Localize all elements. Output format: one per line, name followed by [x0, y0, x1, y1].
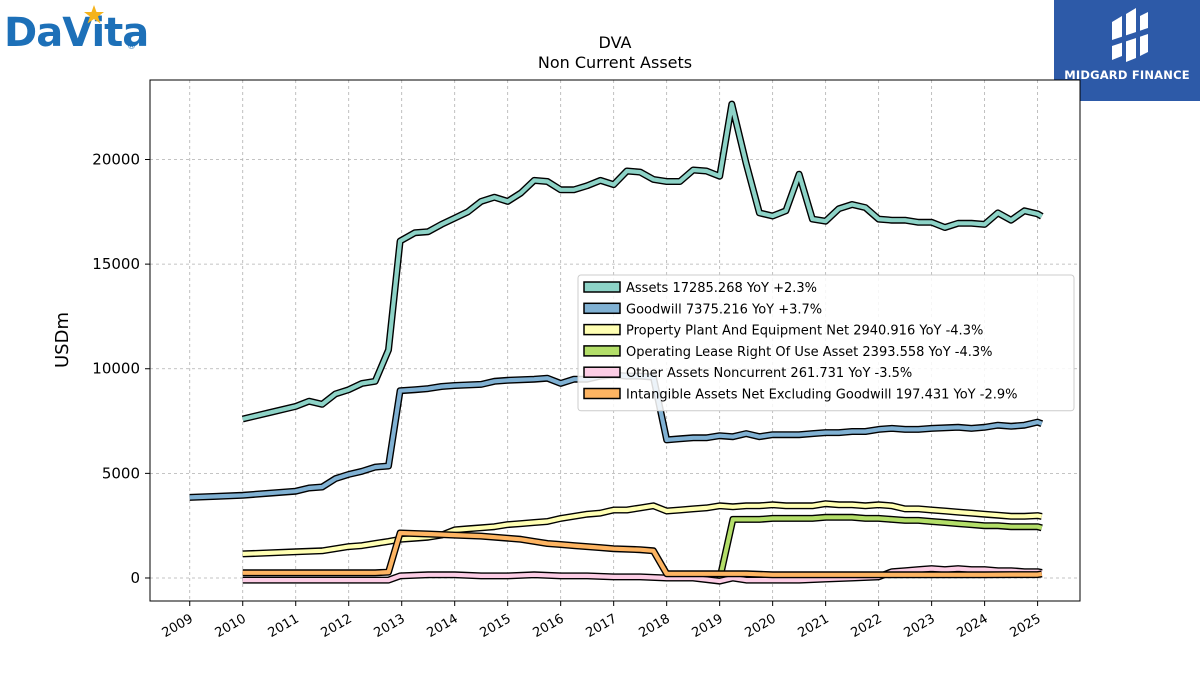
legend-label-2: Property Plant And Equipment Net 2940.91… — [626, 324, 983, 339]
y-tick-label: 20000 — [92, 151, 140, 169]
y-tick-label: 10000 — [92, 360, 140, 378]
x-tick-label: 2012 — [319, 611, 355, 641]
x-tick-label: 2009 — [160, 611, 196, 641]
series-line-2 — [242, 501, 1043, 556]
legend-swatch-5 — [583, 387, 621, 400]
x-tick-label: 2023 — [901, 611, 937, 641]
x-tick-label: 2024 — [954, 611, 990, 641]
y-tick-label: 15000 — [92, 255, 140, 273]
star-icon — [84, 5, 104, 24]
x-tick-label: 2019 — [689, 611, 725, 641]
legend-label-1: Goodwill 7375.216 YoY +3.7% — [626, 302, 822, 317]
chart-subtitle: Non Current Assets — [538, 53, 692, 72]
series-line-0 — [242, 102, 1043, 422]
legend-label-5: Intangible Assets Net Excluding Goodwill… — [626, 388, 1017, 403]
davita-logo: DaVita ® — [4, 4, 149, 64]
davita-logo-text: DaVita — [4, 10, 149, 56]
x-tick-label: 2015 — [478, 611, 514, 641]
x-tick-label: 2018 — [637, 611, 673, 641]
x-tick-label: 2011 — [266, 611, 302, 641]
x-tick-label: 2013 — [372, 611, 408, 641]
midgard-finance-text: MIDGARD FINANCE — [1064, 68, 1190, 82]
legend-swatch-3 — [583, 345, 621, 357]
y-axis: 0 5000 10000 15000 20000 — [92, 151, 150, 587]
chart-title: DVA — [599, 33, 632, 52]
legend-swatch-4 — [583, 366, 621, 378]
y-tick-label: 5000 — [102, 464, 140, 482]
y-tick-label: 0 — [130, 569, 140, 587]
legend-label-3: Operating Lease Right Of Use Asset 2393.… — [626, 345, 993, 360]
y-axis-label: USDm — [52, 312, 73, 368]
legend-box — [577, 274, 1075, 412]
x-tick-label: 2020 — [742, 611, 778, 641]
series-line-3 — [717, 515, 1043, 580]
midgard-monogram-icon — [1112, 8, 1148, 62]
series-line-4 — [242, 566, 1043, 584]
x-axis: 2009 2010 2011 2012 2013 2014 2015 2016 2017 2018… — [160, 601, 1044, 641]
plot-frame — [149, 79, 1081, 602]
legend-swatch-2 — [583, 323, 621, 336]
davita-logo-mark: ® — [127, 42, 136, 52]
x-tick-label: 2010 — [213, 611, 249, 641]
legend-label-0: Assets 17285.268 YoY +2.3% — [626, 281, 817, 296]
x-tick-label: 2022 — [848, 611, 884, 641]
legend: Assets 17285.268 YoY +2.3% Goodwill 7375.… — [577, 274, 1075, 412]
x-tick-label: 2014 — [425, 611, 461, 641]
x-tick-label: 2021 — [795, 611, 831, 641]
legend-swatch-1 — [583, 302, 621, 315]
legend-swatch-0 — [583, 281, 621, 293]
x-tick-label: 2017 — [584, 611, 620, 641]
x-tick-label: 2016 — [531, 611, 567, 641]
series-line-5 — [242, 530, 1043, 577]
legend-label-4: Other Assets Noncurrent 261.731 YoY -3.5… — [626, 366, 912, 381]
x-tick-label: 2025 — [1007, 611, 1043, 641]
